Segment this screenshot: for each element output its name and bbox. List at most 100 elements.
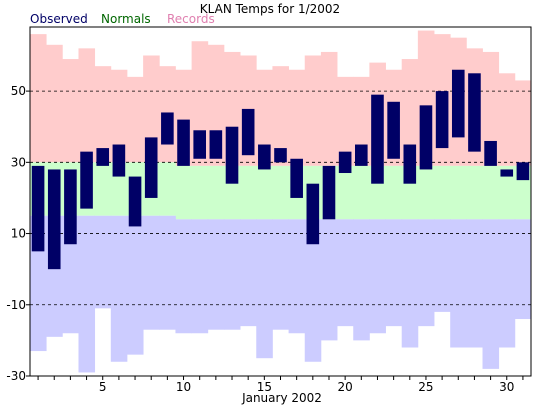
observed-bar [193, 130, 206, 159]
observed-bar [112, 144, 126, 177]
record-low-band [450, 219, 467, 348]
record-high-band [110, 69, 128, 163]
observed-bar [241, 108, 255, 156]
record-low-band [191, 219, 209, 334]
record-low-band [223, 219, 241, 330]
y-tick-label: 10 [11, 227, 26, 241]
record-high-band [337, 76, 354, 166]
legend-normals: Normals [101, 12, 151, 26]
record-low-band [320, 219, 338, 341]
record-low-band [78, 215, 96, 373]
record-high-band [94, 66, 112, 163]
observed-bar [468, 73, 481, 152]
record-low-band [466, 219, 483, 348]
observed-bar [290, 158, 303, 198]
plot-area: 5 10 15 20 25 30 -30 -10 10 30 50 [6, 26, 532, 394]
observed-bar [80, 151, 93, 209]
observed-bar [387, 101, 400, 159]
observed-bar [435, 91, 449, 149]
x-tick-label: 20 [338, 380, 353, 394]
legend-records: Records [167, 12, 215, 26]
observed-bar [47, 169, 61, 270]
observed-bar [258, 144, 271, 170]
record-high-band [498, 73, 516, 166]
observed-bar [371, 94, 384, 184]
record-low-band [514, 219, 532, 320]
observed-bar [161, 112, 174, 145]
normal-band [337, 165, 354, 220]
observed-bar [31, 165, 45, 252]
normal-band [207, 165, 225, 220]
normal-band [191, 165, 209, 220]
observed-bar [516, 162, 530, 181]
record-low-band [256, 219, 273, 359]
record-high-band [126, 76, 144, 163]
observed-bar [322, 165, 336, 220]
normal-band [385, 165, 403, 220]
record-low-band [353, 219, 370, 341]
record-low-band [175, 219, 193, 334]
observed-bar [306, 183, 320, 245]
record-high-band [288, 69, 306, 166]
record-high-band [46, 44, 63, 163]
record-low-band [143, 215, 160, 330]
normal-band [498, 165, 516, 220]
x-tick-label: 25 [418, 380, 433, 394]
observed-bar [209, 130, 223, 159]
record-low-band [369, 219, 386, 334]
record-low-band [304, 219, 322, 362]
normal-band [482, 165, 500, 220]
x-tick-label: 10 [176, 380, 191, 394]
observed-bar [338, 151, 352, 174]
observed-bar [451, 69, 465, 138]
record-high-band [143, 55, 160, 163]
normal-band [256, 165, 273, 220]
record-low-band [498, 219, 516, 348]
y-tick-label: 50 [11, 84, 26, 98]
observed-bar [500, 169, 514, 177]
record-low-band [288, 219, 306, 334]
record-low-band [240, 219, 257, 327]
x-tick-label: 5 [99, 380, 107, 394]
record-high-band [30, 34, 47, 163]
record-low-band [159, 215, 176, 330]
chart-title: KLAN Temps for 1/2002 [200, 2, 340, 16]
observed-bar [144, 137, 158, 198]
y-tick-label: -10 [6, 298, 26, 312]
observed-bar [403, 144, 417, 184]
x-tick-label: 15 [257, 380, 272, 394]
record-low-band [272, 219, 289, 330]
record-low-band [401, 219, 419, 348]
record-low-band [482, 219, 500, 369]
record-low-band [62, 215, 79, 334]
record-low-band [434, 219, 451, 312]
normal-band [417, 165, 435, 220]
record-low-band [337, 219, 354, 327]
record-low-band [417, 219, 435, 327]
observed-bar [419, 105, 433, 170]
observed-bar [177, 119, 190, 166]
observed-bar [484, 140, 497, 166]
observed-bar [128, 176, 142, 227]
record-high-band [514, 80, 532, 166]
x-tick-label: 30 [499, 380, 514, 394]
normal-band [175, 165, 193, 220]
record-high-band [320, 51, 338, 166]
normal-band [434, 165, 451, 220]
y-tick-label: 30 [11, 155, 26, 169]
record-low-band [385, 219, 403, 327]
observed-bar [64, 169, 77, 245]
observed-bar [225, 126, 239, 184]
record-high-band [304, 55, 322, 166]
record-low-band [94, 215, 112, 309]
normal-band [272, 165, 289, 220]
normal-band [466, 165, 483, 220]
y-tick-label: -30 [6, 369, 26, 383]
record-low-band [126, 215, 144, 355]
record-high-band [62, 59, 79, 163]
observed-bar [274, 148, 287, 163]
normal-band [159, 162, 176, 216]
normal-band [353, 165, 370, 220]
normal-band [450, 165, 467, 220]
